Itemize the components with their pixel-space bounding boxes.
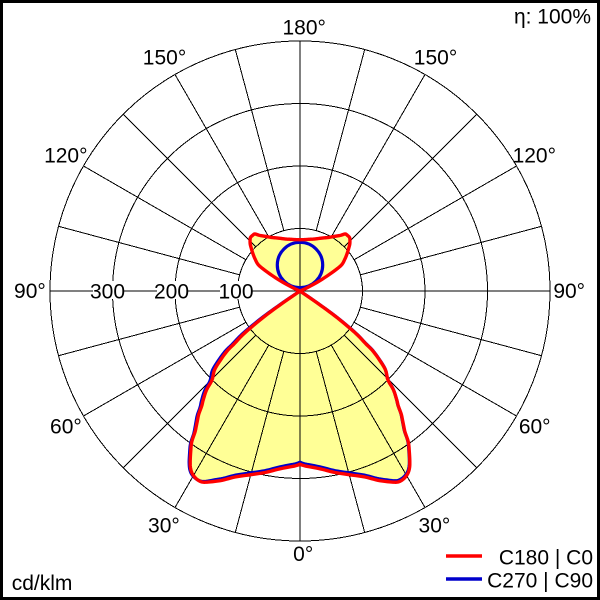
svg-text:90°: 90°: [14, 280, 46, 303]
svg-text:cd/klm: cd/klm: [12, 572, 73, 595]
svg-text:200: 200: [154, 281, 189, 304]
svg-text:150°: 150°: [143, 46, 186, 69]
svg-text:120°: 120°: [513, 144, 556, 167]
svg-text:0°: 0°: [293, 543, 313, 566]
svg-text:300: 300: [90, 281, 125, 304]
svg-text:C180 | C0: C180 | C0: [499, 547, 593, 570]
svg-text:150°: 150°: [414, 46, 457, 69]
svg-text:C270 | C90: C270 | C90: [487, 570, 593, 593]
svg-text:60°: 60°: [50, 416, 82, 439]
svg-text:30°: 30°: [148, 515, 180, 538]
svg-text:180°: 180°: [282, 16, 325, 39]
svg-text:100: 100: [218, 281, 253, 304]
svg-text:η: 100%: η: 100%: [514, 6, 591, 29]
svg-text:90°: 90°: [553, 280, 585, 303]
svg-text:30°: 30°: [419, 515, 451, 538]
svg-text:120°: 120°: [44, 144, 87, 167]
svg-text:60°: 60°: [519, 416, 551, 439]
